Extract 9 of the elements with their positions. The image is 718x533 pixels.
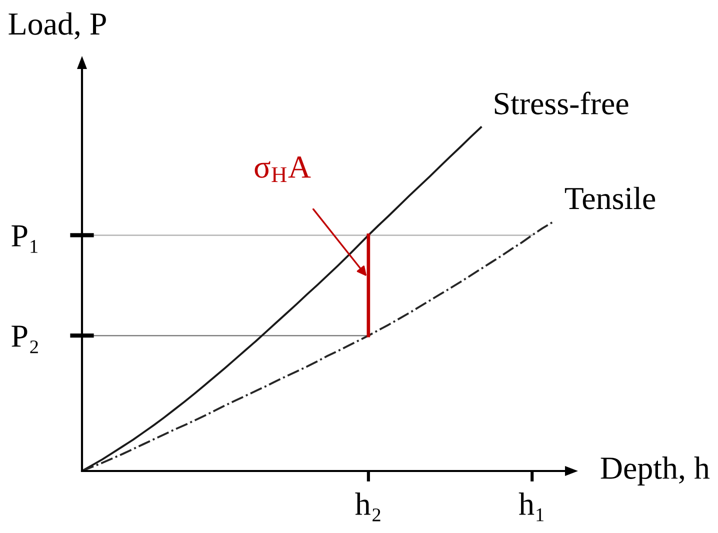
x-tick-label: h₁ (518, 492, 544, 522)
ref-line-label: P₂ (12, 326, 38, 354)
series-label: Tensile (564, 186, 656, 210)
annotation: σ$_{H}$A (254, 156, 311, 182)
y-axis-title: Load, P (8, 12, 106, 40)
x-tick-label: h₂ (355, 492, 380, 522)
x-axis-title: Depth, h (600, 456, 710, 486)
ref-line-label: P₁ (12, 225, 38, 253)
series-label: Stress-free (494, 92, 628, 114)
